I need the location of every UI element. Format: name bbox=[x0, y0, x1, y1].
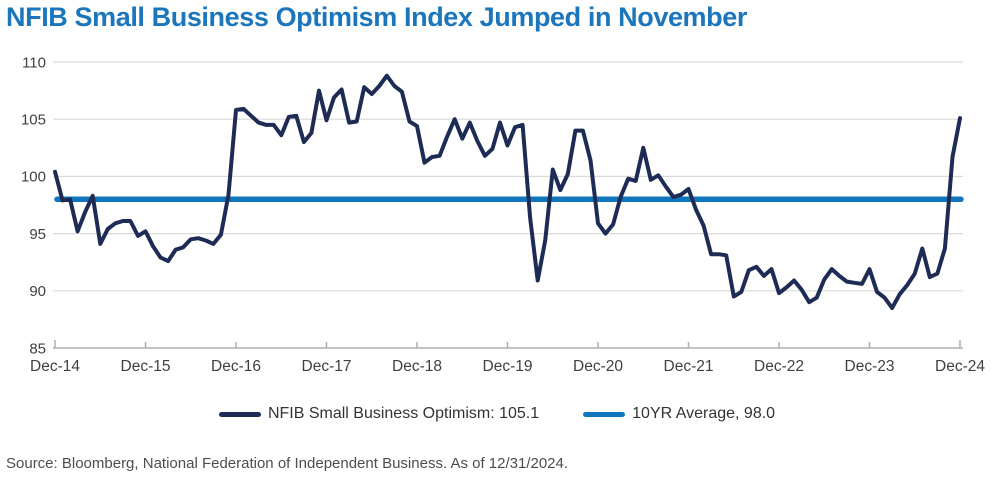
x-axis-tick-label: Dec-21 bbox=[664, 358, 714, 375]
x-axis-tick-label: Dec-15 bbox=[121, 358, 171, 375]
legend-label-nfib-optimism: NFIB Small Business Optimism: 105.1 bbox=[267, 405, 540, 422]
source-note: Source: Bloomberg, National Federation o… bbox=[6, 455, 569, 472]
navy-line-swatch-icon bbox=[218, 411, 261, 417]
y-axis-tick-label: 105 bbox=[21, 111, 46, 128]
y-axis-tick-label: 110 bbox=[22, 54, 46, 71]
y-axis-tick-label: 90 bbox=[29, 283, 46, 300]
x-axis-tick-label: Dec-16 bbox=[211, 358, 261, 375]
legend-item-10yr-average: 10YR Average, 98.0 bbox=[583, 405, 775, 423]
chart-legend: NFIB Small Business Optimism: 105.1 10YR… bbox=[0, 405, 994, 423]
legend-item-nfib-optimism: NFIB Small Business Optimism: 105.1 bbox=[218, 405, 540, 423]
y-axis-tick-label: 100 bbox=[21, 169, 46, 186]
x-axis-tick-label: Dec-14 bbox=[30, 358, 80, 375]
optimism-line-chart: 85 90 95 100 105 110 Dec-14 Dec-15 Dec-16 Dec-17 D… bbox=[21, 54, 985, 375]
optimism-series-line bbox=[53, 73, 962, 310]
y-axis-tick-label: 95 bbox=[29, 226, 46, 243]
page-title: NFIB Small Business Optimism Index Jumpe… bbox=[6, 2, 747, 32]
x-axis-tick-label: Dec-17 bbox=[302, 358, 352, 375]
legend-label-10yr-average: 10YR Average, 98.0 bbox=[632, 405, 776, 422]
x-axis-tick-label: Dec-22 bbox=[754, 358, 804, 375]
x-axis-tick-label: Dec-24 bbox=[935, 358, 985, 375]
x-axis-tick-label: Dec-23 bbox=[845, 358, 895, 375]
blue-line-swatch-icon bbox=[583, 411, 626, 417]
x-axis-tick-label: Dec-20 bbox=[573, 358, 623, 375]
y-axis-tick-label: 85 bbox=[29, 340, 46, 357]
x-axis-tick-label: Dec-18 bbox=[392, 358, 442, 375]
x-axis-tick-label: Dec-19 bbox=[483, 358, 533, 375]
